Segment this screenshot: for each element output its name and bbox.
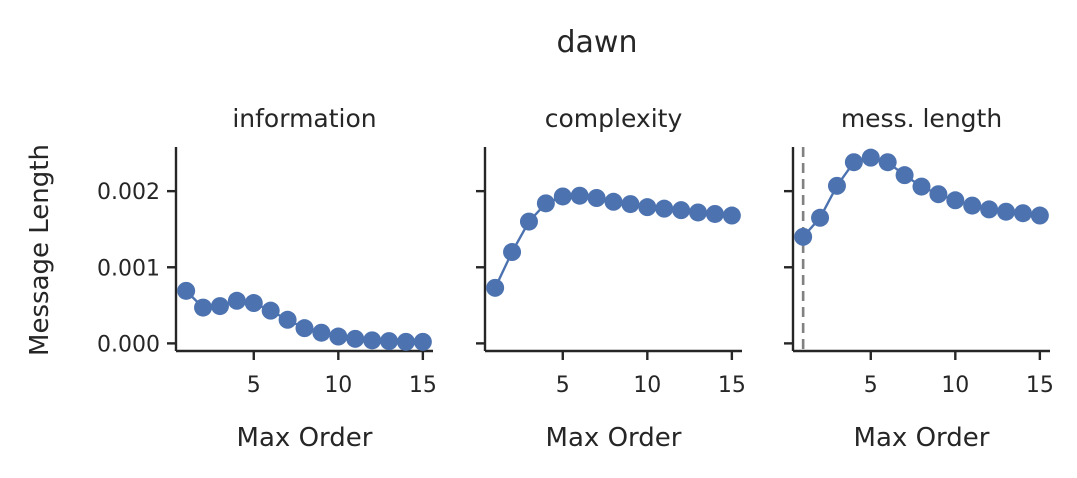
data-point — [946, 191, 965, 210]
data-point — [861, 148, 880, 167]
data-point — [227, 291, 246, 310]
x-tick-label: 5 — [247, 373, 261, 398]
data-point — [486, 278, 505, 297]
data-point — [604, 192, 623, 211]
panels: information 5 10 15 0.000 0.001 0.002 Max Order… — [97, 104, 1054, 453]
data-point — [878, 153, 897, 172]
data-point — [929, 185, 948, 204]
data-point — [638, 198, 657, 217]
data-point — [329, 327, 348, 346]
data-point — [177, 281, 196, 300]
data-point — [587, 189, 606, 207]
data-point — [621, 195, 640, 214]
data-point — [503, 243, 522, 262]
x-tick-label: 15 — [1026, 373, 1054, 398]
panel-3: mess. length 5 10 15 Max Order — [784, 104, 1054, 453]
data-point — [655, 199, 674, 218]
data-point — [396, 332, 415, 351]
data-point — [722, 206, 741, 225]
data-point — [553, 187, 572, 206]
data-point — [295, 319, 314, 338]
panel-title: mess. length — [841, 104, 1002, 133]
data-point — [672, 201, 691, 220]
data-point — [794, 227, 813, 246]
data-point — [536, 194, 555, 213]
data-point — [278, 310, 297, 329]
data-point — [811, 208, 830, 227]
x-tick-label: 10 — [941, 373, 969, 398]
data-point — [689, 203, 708, 222]
data-point — [963, 196, 982, 215]
y-tick-label: 0.002 — [97, 180, 160, 205]
data-point — [380, 332, 399, 351]
panel-1: information 5 10 15 0.000 0.001 0.002 Max Order — [97, 104, 437, 453]
x-axis-label: Max Order — [237, 423, 373, 453]
y-tick-label: 0.000 — [97, 332, 160, 357]
data-point — [194, 298, 213, 317]
data-point — [413, 332, 432, 351]
data-point — [346, 329, 365, 348]
data-point — [1013, 204, 1032, 223]
x-tick-label: 5 — [864, 373, 878, 398]
data-point — [844, 153, 863, 172]
series-line — [802, 156, 1041, 238]
x-tick-label: 10 — [633, 373, 661, 398]
panel-title: information — [232, 104, 376, 133]
data-point — [570, 186, 589, 205]
data-point — [705, 204, 724, 223]
panel-title: complexity — [545, 104, 683, 133]
data-point — [261, 301, 280, 320]
x-axis-label: Max Order — [854, 423, 990, 453]
data-point — [363, 331, 382, 350]
x-tick-label: 10 — [324, 373, 352, 398]
figure-suptitle: dawn — [557, 25, 638, 60]
data-point — [519, 212, 538, 231]
data-point — [827, 176, 846, 195]
data-point — [997, 202, 1016, 221]
panel-2: complexity 5 10 15 Max Order — [476, 104, 746, 453]
data-point — [210, 297, 229, 316]
data-point — [244, 294, 263, 313]
data-point — [1030, 206, 1049, 225]
data-point — [912, 177, 931, 196]
data-point — [980, 200, 999, 219]
y-axis-label: Message Length — [25, 144, 55, 356]
x-tick-label: 15 — [409, 373, 437, 398]
data-point — [312, 323, 331, 342]
x-tick-label: 15 — [718, 373, 746, 398]
x-axis-label: Max Order — [546, 423, 682, 453]
data-point — [895, 166, 914, 185]
x-tick-label: 5 — [556, 373, 570, 398]
y-tick-label: 0.001 — [97, 256, 160, 281]
